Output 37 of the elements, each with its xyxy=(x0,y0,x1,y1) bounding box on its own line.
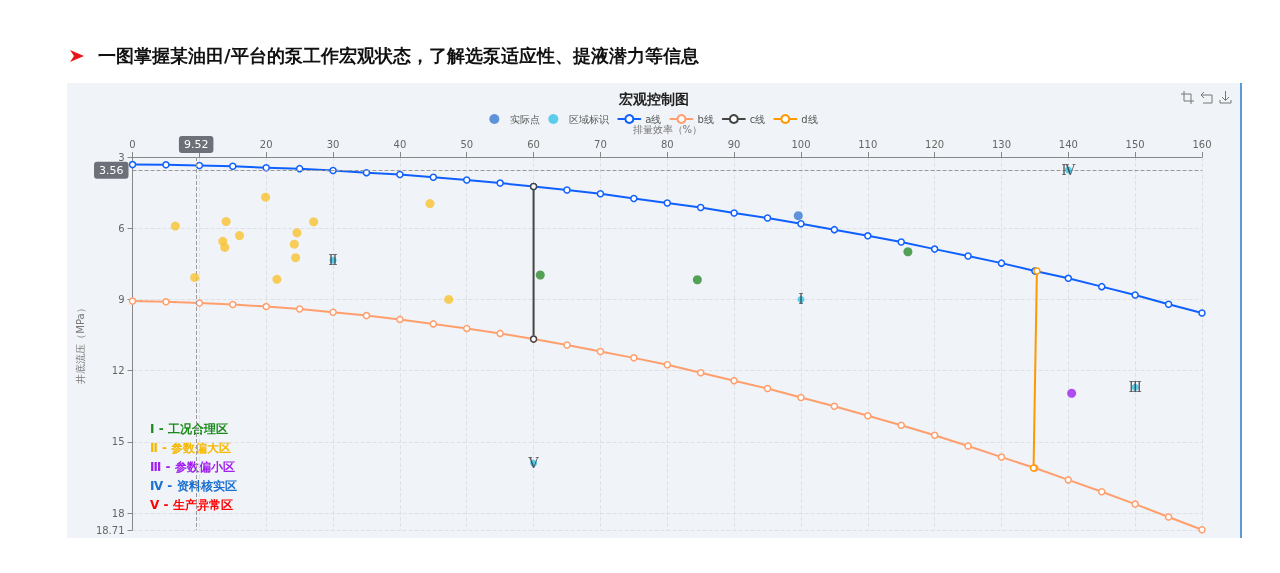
legend-label: d线 xyxy=(801,113,818,125)
y-axis-title: 井底流压（MPa） xyxy=(74,303,86,384)
y-tick-label: 18.71 xyxy=(95,524,125,536)
x-tick-label: 130 xyxy=(991,138,1012,150)
x-tick-label: 30 xyxy=(326,138,340,150)
y-tick-label: 9 xyxy=(118,293,125,305)
x-tick-label: 160 xyxy=(1192,138,1212,150)
legend-label: 区域标识 xyxy=(569,113,610,125)
legend-label: 实际点 xyxy=(510,113,541,125)
y-tick-label: 3 xyxy=(118,151,125,163)
y-tick-label: 18 xyxy=(111,507,125,519)
x-tick-label: 70 xyxy=(594,138,607,150)
x-tick-label: 120 xyxy=(925,138,945,150)
x-tick-label: 140 xyxy=(1058,138,1078,150)
chart-title: 宏观控制图 xyxy=(617,91,689,107)
y-tick-label: 12 xyxy=(111,365,125,377)
legend-label: c线 xyxy=(749,113,766,125)
x-tick-label: 110 xyxy=(858,138,878,150)
x-tick-label: 60 xyxy=(527,138,540,150)
ref-line-label: 9.52 xyxy=(183,138,209,151)
ref-line-label: 3.56 xyxy=(99,163,124,177)
y-tick-label: 6 xyxy=(118,222,125,234)
y-tick-label: 15 xyxy=(111,436,125,448)
data-label: Ⅲ xyxy=(1128,379,1142,396)
data-label: Ⅰ xyxy=(798,291,804,308)
legend-label: a线 xyxy=(645,113,662,125)
x-tick-label: 150 xyxy=(1125,138,1145,150)
x-axis-title: 排量效率（%） xyxy=(632,123,703,135)
legend-label: b线 xyxy=(697,113,714,125)
x-tick-label: 80 xyxy=(660,138,674,150)
x-tick-label: 20 xyxy=(259,138,273,150)
x-tick-label: 90 xyxy=(727,138,741,150)
x-tick-label: 100 xyxy=(791,138,811,150)
x-tick-label: 40 xyxy=(393,138,407,150)
text: 一图掌握某油田/平台的泵工作宏观状态，了解选泵适应性、提液潜力等信息 xyxy=(98,44,699,68)
x-tick-label: 50 xyxy=(460,138,474,150)
x-tick-label: 0 xyxy=(129,138,136,150)
